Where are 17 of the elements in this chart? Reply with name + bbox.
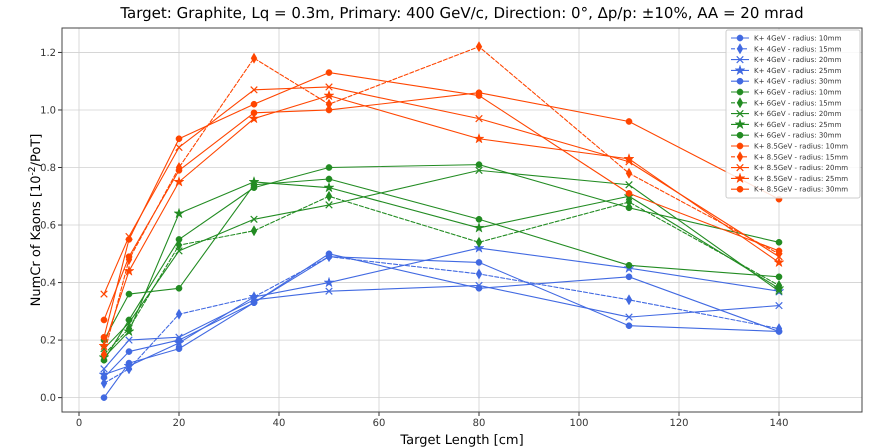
x-tick-label: 80 (472, 418, 486, 429)
x-tick-label: 40 (272, 418, 286, 429)
y-tick-label: 0.8 (40, 163, 56, 174)
x-tick-label: 20 (172, 418, 186, 429)
x-tick-label: 100 (569, 418, 589, 429)
y-tick-label: 1.0 (40, 105, 56, 116)
y-tick-label: 0.0 (40, 393, 56, 404)
y-tick-label: 0.4 (40, 278, 56, 290)
y-tick-label: 1.2 (40, 48, 56, 59)
chart-title: Target: Graphite, Lq = 0.3m, Primary: 400 GeV/c, Direction: 0°, Δp/p: ±10%, AA = 20 mrad (119, 4, 804, 22)
x-tick-label: 120 (669, 418, 689, 429)
y-tick-label: 0.6 (40, 220, 56, 232)
x-tick-label: 60 (372, 418, 386, 429)
y-tick-label: 0.2 (40, 336, 56, 347)
x-tick-label: 0 (76, 418, 82, 429)
x-axis-title: Target Length [cm] (399, 433, 524, 447)
x-tick-label: 140 (769, 418, 789, 429)
